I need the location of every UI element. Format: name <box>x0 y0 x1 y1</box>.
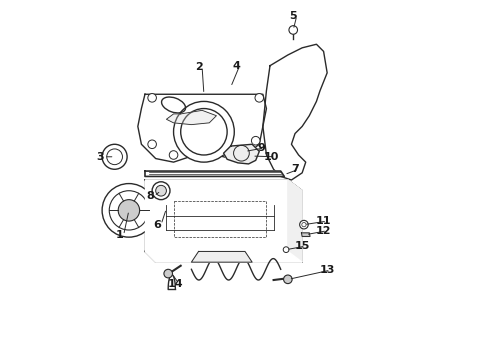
Circle shape <box>284 275 292 284</box>
Polygon shape <box>223 144 259 164</box>
Circle shape <box>118 200 140 221</box>
Text: 9: 9 <box>257 143 265 153</box>
Polygon shape <box>145 180 288 251</box>
Circle shape <box>148 140 156 149</box>
Text: 8: 8 <box>147 191 154 201</box>
Circle shape <box>283 247 289 252</box>
Polygon shape <box>192 251 252 262</box>
Circle shape <box>156 185 167 196</box>
Circle shape <box>226 151 235 159</box>
Text: 4: 4 <box>232 61 240 71</box>
Polygon shape <box>301 233 310 237</box>
Polygon shape <box>145 251 302 262</box>
Text: 6: 6 <box>153 220 161 230</box>
Circle shape <box>289 26 297 34</box>
Text: 11: 11 <box>316 216 331 226</box>
Circle shape <box>169 151 178 159</box>
Circle shape <box>148 94 156 102</box>
Circle shape <box>300 220 308 229</box>
Text: 7: 7 <box>291 164 299 174</box>
Circle shape <box>102 144 127 169</box>
Circle shape <box>102 184 156 237</box>
Text: 10: 10 <box>264 152 279 162</box>
Text: 12: 12 <box>316 226 331 236</box>
Polygon shape <box>288 180 302 262</box>
Text: 1: 1 <box>116 230 124 240</box>
Text: 3: 3 <box>97 152 104 162</box>
Circle shape <box>255 94 264 102</box>
Polygon shape <box>138 94 267 162</box>
Polygon shape <box>145 171 284 176</box>
Text: 2: 2 <box>195 63 202 72</box>
Polygon shape <box>145 180 302 191</box>
Circle shape <box>164 269 172 278</box>
Text: 14: 14 <box>168 279 183 289</box>
Text: 5: 5 <box>290 11 297 21</box>
Circle shape <box>173 102 234 162</box>
Circle shape <box>152 182 170 200</box>
Text: 15: 15 <box>294 241 310 251</box>
Polygon shape <box>167 111 217 125</box>
Circle shape <box>251 136 260 145</box>
Text: 13: 13 <box>319 265 335 275</box>
